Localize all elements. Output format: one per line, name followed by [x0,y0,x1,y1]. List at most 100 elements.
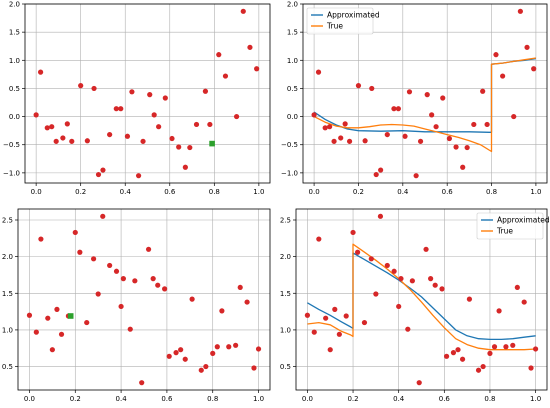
x-tick-label: 0.6 [164,188,176,196]
data-point [323,315,329,321]
x-tick-label: 0.4 [397,188,409,196]
x-tick-label: 0.8 [484,395,495,403]
data-point [129,89,135,95]
x-tick-label: 0.8 [207,395,218,403]
x-tick-label: 0.8 [209,188,220,196]
series-line-approximated [307,252,536,341]
data-point [524,44,530,50]
data-point [322,125,328,131]
data-point [475,367,482,373]
data-point [343,313,349,319]
data-point [132,278,138,284]
data-point [45,315,51,321]
data-point [214,344,220,350]
data-point [528,365,534,371]
data-point [480,88,486,94]
y-tick-label: 2.5 [280,216,291,224]
data-point [118,303,124,310]
data-point [432,282,438,288]
x-tick-label: 0.0 [302,395,313,403]
data-point [423,246,429,252]
y-tick-label: 2.0 [2,253,13,261]
x-tick-label: 0.2 [347,395,358,403]
x-tick-label: 1.0 [253,188,264,196]
y-tick-label: 2.0 [280,253,291,261]
x-tick-label: 0.6 [161,395,173,403]
data-point [173,350,179,356]
data-point [428,276,434,282]
x-tick-label: 0.2 [75,188,86,196]
x-tick-label: 1.0 [530,188,541,196]
data-point [493,52,499,58]
data-point [395,106,401,112]
legend-label-true: True [326,22,343,31]
data-point [95,171,102,178]
data-point [49,124,55,130]
data-point [496,308,502,314]
data-point [107,262,113,269]
data-point [33,112,39,118]
y-tick-label: −1.0 [3,169,20,177]
data-point [378,167,384,173]
y-tick-label: 1.5 [2,290,13,298]
data-point [444,353,450,359]
data-point [311,329,317,335]
series-line-true [313,57,536,153]
y-tick-label: 0.5 [9,85,20,93]
x-tick-label: 0.2 [70,395,81,403]
x-tick-label: 0.8 [486,188,497,196]
data-point [203,363,209,370]
y-tick-label: 0.5 [287,85,298,93]
data-point [226,344,232,350]
data-point [178,347,184,353]
data-point [373,291,379,297]
y-tick-label: 1.0 [287,57,298,65]
data-point [491,344,498,350]
data-point [193,121,200,128]
y-tick-label: 0.0 [9,113,20,121]
data-point [113,268,120,274]
data-point [38,236,44,242]
data-point [53,138,59,144]
data-point [450,350,457,356]
data-point [346,138,353,144]
data-point [33,329,39,335]
data-point [361,319,368,326]
data-point [332,306,338,312]
y-tick-label: 0.5 [280,363,291,371]
data-point [26,312,33,318]
x-tick-label: 0.0 [24,395,35,403]
data-point [58,331,65,337]
data-point [247,44,253,50]
data-point [453,144,459,150]
data-point [511,113,517,120]
data-point [510,342,516,348]
data-point [514,284,520,291]
data-point [487,350,493,356]
data-point [327,124,333,130]
data-point [338,135,344,141]
data-point [304,312,311,318]
data-point [336,331,342,337]
data-point [500,73,506,79]
x-tick-label: 0.6 [439,395,451,403]
axes-frame [295,208,548,391]
axes-frame [17,208,271,391]
data-point [139,380,145,386]
data-point [147,92,153,98]
axes-frame [302,3,548,184]
x-tick-label: 1.0 [530,395,541,403]
x-tick-label: 0.0 [31,188,42,196]
data-point [342,121,348,127]
data-point [72,229,78,236]
data-point [237,284,243,291]
chart-panel-bottom-left: 0.0 0.2 0.4 0.6 0.8 1.0 0.5 1.0 1.5 2.0 2.5 [2,208,271,403]
data-point [398,276,404,282]
chart-panel-bottom-right: 0.0 0.2 0.4 0.6 0.8 1.0 0.5 1.0 1.5 2.0 2.5 Approxi… [280,208,550,403]
data-point [120,276,126,282]
data-point [405,326,411,332]
data-point [355,83,362,89]
data-point [135,173,142,179]
data-point [396,303,402,310]
data-point [416,380,422,386]
